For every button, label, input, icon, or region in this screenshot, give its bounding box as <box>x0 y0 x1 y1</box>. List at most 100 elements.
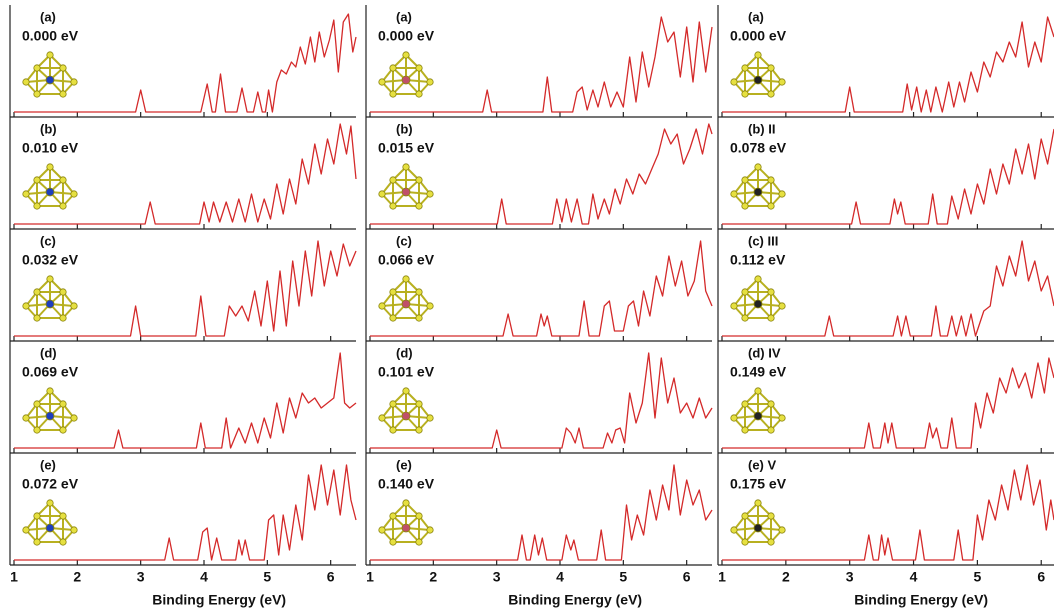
atom <box>46 275 54 283</box>
spectrum-line <box>14 352 357 449</box>
atom <box>741 90 749 98</box>
atom <box>767 64 775 72</box>
atom <box>415 400 423 408</box>
atom <box>402 163 410 171</box>
cluster-icon <box>378 51 434 98</box>
cluster-icon <box>378 163 434 210</box>
cluster-icon <box>22 275 78 322</box>
atom <box>415 426 423 434</box>
atom <box>754 275 762 283</box>
x-tick-label: 6 <box>683 569 691 585</box>
atom <box>59 176 67 184</box>
x-axis-title: Binding Energy (eV) <box>508 592 642 608</box>
cluster-icon <box>22 499 78 546</box>
panel-label: (c) <box>40 233 56 248</box>
x-axis-title: Binding Energy (eV) <box>854 592 988 608</box>
relative-energy: 0.000 eV <box>730 28 787 44</box>
atom <box>754 387 762 395</box>
spectrum-line <box>722 464 1054 561</box>
atom <box>46 51 54 59</box>
x-tick-label: 3 <box>137 569 145 585</box>
atom <box>753 299 763 309</box>
atom <box>741 426 749 434</box>
panel-label: (b) <box>396 121 413 136</box>
atom <box>401 411 411 421</box>
x-tick-label: 4 <box>910 569 918 585</box>
atom <box>389 426 397 434</box>
relative-energy: 0.010 eV <box>22 140 79 156</box>
atom <box>70 78 78 86</box>
atom <box>767 314 775 322</box>
atom <box>59 288 67 296</box>
atom <box>389 512 397 520</box>
panel-label: (e) <box>40 457 56 472</box>
atom <box>778 414 786 422</box>
x-tick-label: 2 <box>429 569 437 585</box>
atom <box>730 414 738 422</box>
atom <box>45 523 55 533</box>
atom <box>402 499 410 507</box>
atom <box>415 64 423 72</box>
atom <box>45 187 55 197</box>
atom <box>730 302 738 310</box>
atom <box>415 314 423 322</box>
atom <box>378 190 386 198</box>
atom <box>33 90 41 98</box>
spectrum-line <box>14 464 357 561</box>
spectrum-line <box>370 123 713 225</box>
atom <box>46 499 54 507</box>
relative-energy: 0.140 eV <box>378 476 435 492</box>
atom <box>426 414 434 422</box>
atom <box>22 190 30 198</box>
x-tick-label: 4 <box>200 569 208 585</box>
atom <box>767 400 775 408</box>
atom <box>70 190 78 198</box>
atom <box>402 387 410 395</box>
atom <box>426 526 434 534</box>
cluster-icon <box>730 163 786 210</box>
atom <box>754 51 762 59</box>
atom <box>741 202 749 210</box>
cluster-icon <box>378 387 434 434</box>
panel-label: (d) <box>396 345 413 360</box>
panel-label: (e) <box>396 457 412 472</box>
atom <box>33 538 41 546</box>
atom <box>59 90 67 98</box>
atom <box>401 187 411 197</box>
atom <box>45 411 55 421</box>
x-tick-label: 5 <box>263 569 271 585</box>
cluster-icon <box>22 387 78 434</box>
atom <box>401 75 411 85</box>
atom <box>415 538 423 546</box>
atom <box>33 426 41 434</box>
atom <box>741 288 749 296</box>
spectrum-line <box>370 240 713 337</box>
atom <box>33 512 41 520</box>
atom <box>767 90 775 98</box>
spectrum-line <box>370 352 713 449</box>
atom <box>378 302 386 310</box>
atom <box>70 302 78 310</box>
atom <box>754 499 762 507</box>
cluster-icon <box>22 163 78 210</box>
atom <box>389 400 397 408</box>
atom <box>415 512 423 520</box>
atom <box>401 299 411 309</box>
relative-energy: 0.072 eV <box>22 476 79 492</box>
atom <box>33 176 41 184</box>
atom <box>767 426 775 434</box>
panel-label: (e) V <box>748 457 777 472</box>
atom <box>22 414 30 422</box>
atom <box>70 414 78 422</box>
x-tick-label: 2 <box>782 569 790 585</box>
atom <box>46 387 54 395</box>
relative-energy: 0.066 eV <box>378 252 435 268</box>
cluster-icon <box>730 51 786 98</box>
x-tick-label: 5 <box>973 569 981 585</box>
x-tick-label: 2 <box>73 569 81 585</box>
atom <box>778 526 786 534</box>
relative-energy: 0.149 eV <box>730 364 787 380</box>
atom <box>59 202 67 210</box>
spectrum-line <box>722 357 1054 449</box>
